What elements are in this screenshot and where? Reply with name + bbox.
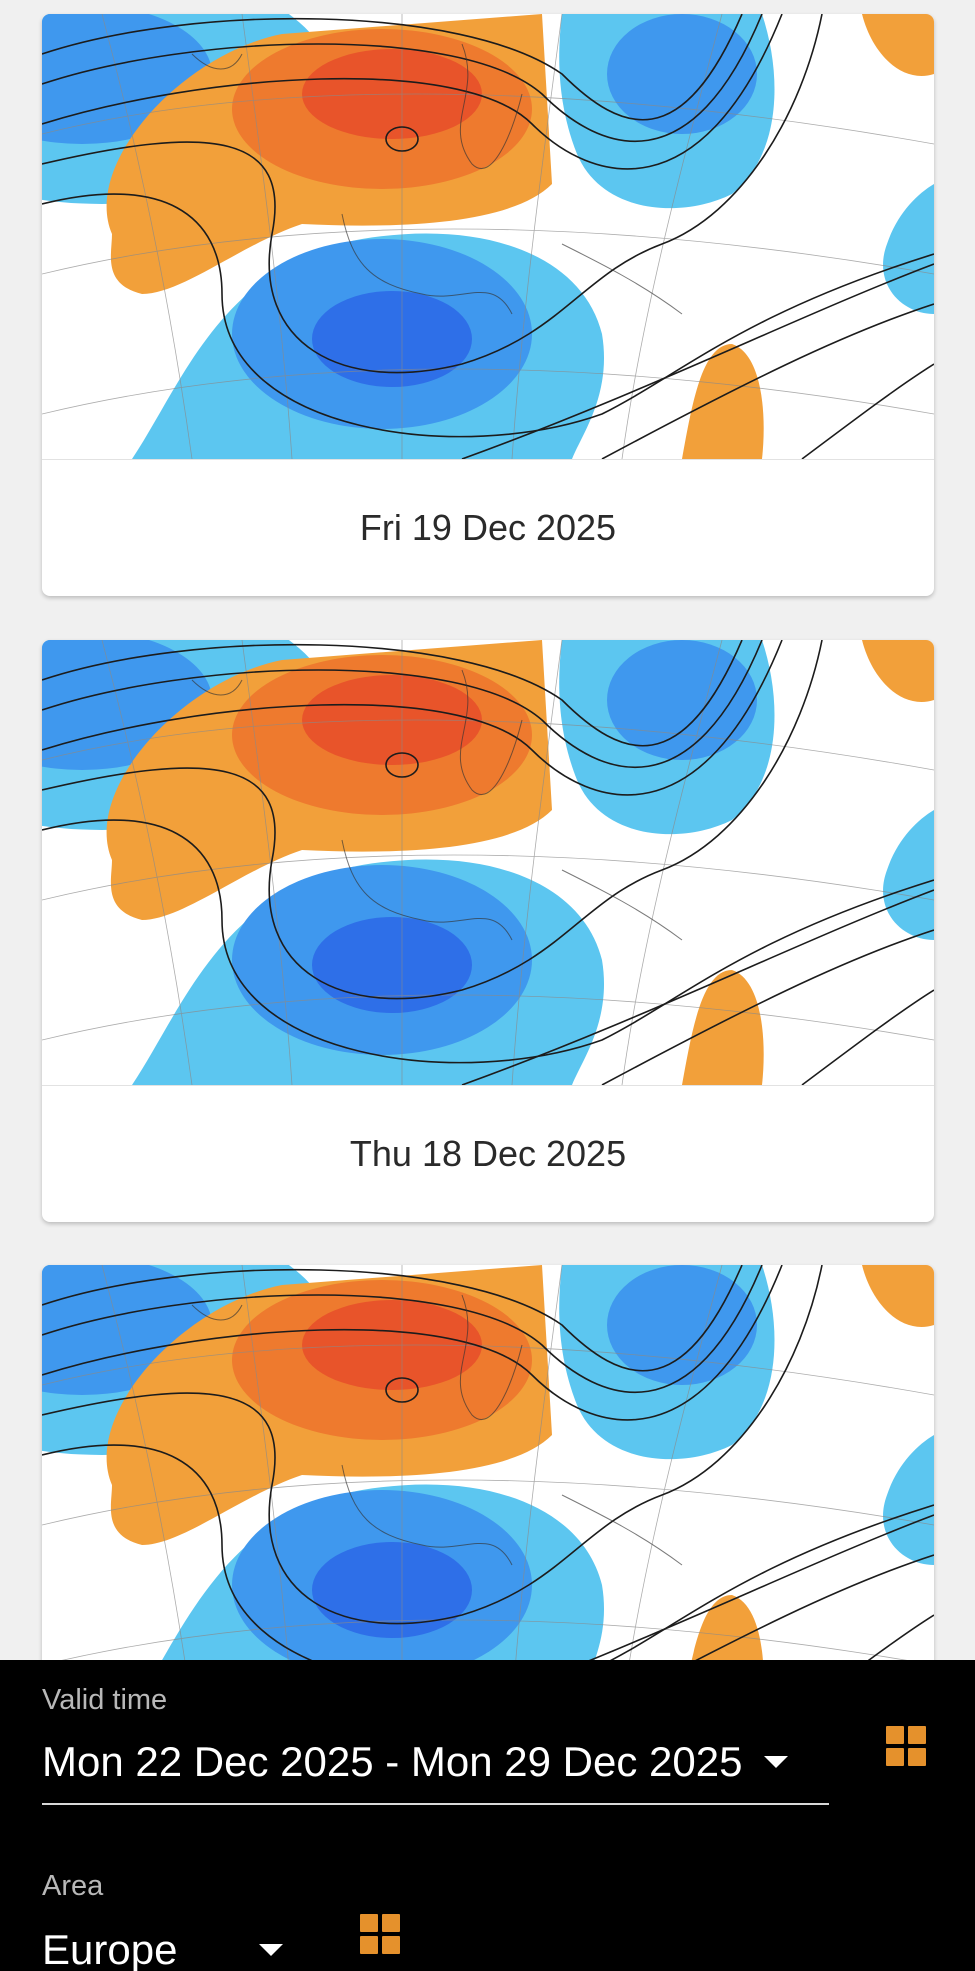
filter-panel: Valid time Mon 22 Dec 2025 - Mon 29 Dec … bbox=[0, 1660, 975, 1971]
grid-view-icon[interactable] bbox=[886, 1726, 926, 1766]
area-dropdown[interactable]: Europe bbox=[42, 1926, 284, 1971]
forecast-chart-card[interactable] bbox=[42, 1265, 934, 1660]
forecast-chart-feed[interactable]: Fri 19 Dec 2025 Thu 18 Dec 2025 bbox=[0, 0, 975, 1660]
valid-time-underline bbox=[42, 1803, 829, 1805]
anomaly-map-image bbox=[42, 1265, 934, 1660]
area-value: Europe bbox=[42, 1926, 178, 1971]
forecast-chart-card[interactable]: Fri 19 Dec 2025 bbox=[42, 14, 934, 596]
area-label: Area bbox=[42, 1870, 104, 1902]
chart-date-label: Fri 19 Dec 2025 bbox=[42, 459, 934, 596]
valid-time-value: Mon 22 Dec 2025 - Mon 29 Dec 2025 bbox=[42, 1738, 743, 1785]
valid-time-label: Valid time bbox=[42, 1684, 168, 1716]
chevron-down-icon bbox=[764, 1756, 789, 1768]
anomaly-map-image bbox=[42, 14, 934, 459]
forecast-chart-card[interactable]: Thu 18 Dec 2025 bbox=[42, 640, 934, 1222]
valid-time-dropdown[interactable]: Mon 22 Dec 2025 - Mon 29 Dec 2025 bbox=[42, 1738, 789, 1786]
anomaly-map-image bbox=[42, 640, 934, 1085]
chart-date-label: Thu 18 Dec 2025 bbox=[42, 1085, 934, 1222]
grid-view-icon[interactable] bbox=[360, 1914, 400, 1954]
chevron-down-icon bbox=[259, 1944, 284, 1956]
